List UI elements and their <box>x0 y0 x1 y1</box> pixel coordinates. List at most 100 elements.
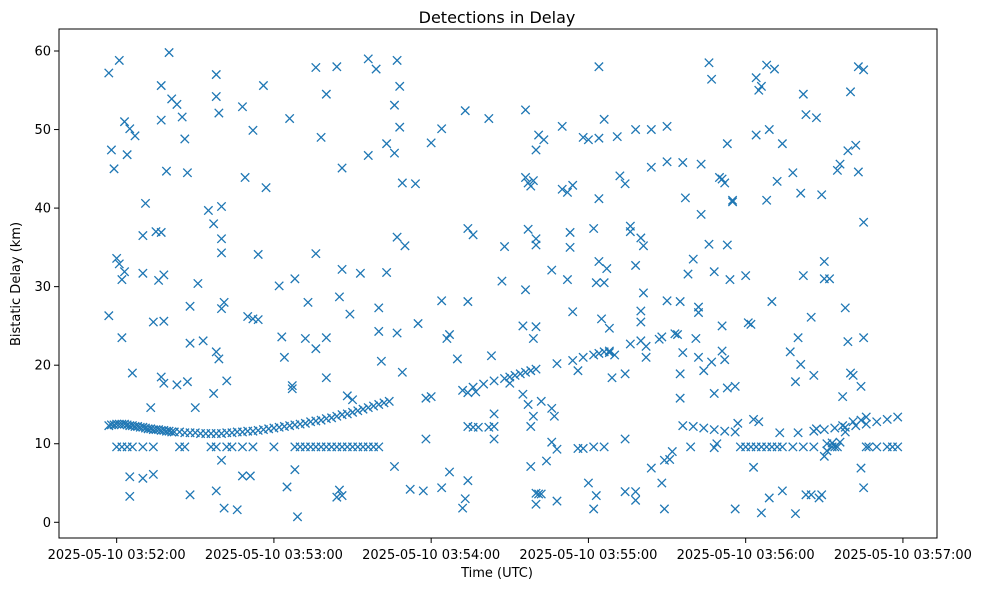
data-point <box>646 463 656 473</box>
data-point <box>536 489 546 499</box>
data-point <box>691 333 701 344</box>
data-point <box>589 350 599 360</box>
data-point <box>811 424 822 434</box>
data-point <box>835 159 845 169</box>
data-point <box>630 486 641 497</box>
data-point <box>604 346 615 356</box>
data-point <box>148 317 159 327</box>
data-point <box>531 322 541 332</box>
data-point <box>547 265 557 275</box>
data-point <box>552 358 562 369</box>
data-point <box>222 376 232 386</box>
data-point <box>395 122 405 132</box>
data-point <box>347 407 358 417</box>
data-point <box>856 463 866 473</box>
data-point <box>526 181 536 191</box>
data-point <box>678 157 688 168</box>
data-point <box>463 388 473 398</box>
data-point <box>772 176 782 187</box>
data-point <box>444 467 455 477</box>
data-point <box>460 494 470 504</box>
data-point <box>138 473 148 483</box>
data-point <box>316 415 326 425</box>
data-point <box>321 373 331 383</box>
data-point <box>591 490 601 501</box>
data-point <box>300 418 311 428</box>
data-point <box>363 54 373 64</box>
data-point <box>630 260 641 271</box>
data-point <box>599 442 609 452</box>
data-point <box>541 456 552 466</box>
data-point <box>208 388 219 399</box>
data-point <box>342 409 352 419</box>
data-point <box>798 442 808 452</box>
data-point <box>638 241 649 251</box>
data-point <box>659 504 670 514</box>
data-point <box>374 399 384 410</box>
data-point <box>292 512 303 522</box>
data-point <box>840 427 850 437</box>
data-point <box>848 417 858 427</box>
data-point <box>528 333 539 344</box>
data-point <box>858 65 869 75</box>
data-point <box>583 135 594 145</box>
data-point <box>130 131 140 141</box>
data-point <box>604 347 615 358</box>
data-point <box>625 339 636 349</box>
data-point <box>243 311 253 322</box>
data-point <box>219 503 229 513</box>
data-point <box>853 62 864 72</box>
data-point <box>722 383 732 393</box>
data-point <box>809 442 819 452</box>
data-point <box>861 419 871 429</box>
data-point <box>190 402 200 413</box>
data-point <box>843 336 853 347</box>
y-tick-label: 40 <box>34 202 51 217</box>
data-point <box>376 356 387 366</box>
data-point <box>583 478 594 488</box>
data-point <box>463 296 473 307</box>
data-point <box>156 372 166 382</box>
data-point <box>751 73 761 83</box>
data-point <box>395 81 405 92</box>
data-point <box>722 139 732 149</box>
data-point <box>678 347 688 358</box>
y-tick-label: 0 <box>43 516 51 531</box>
data-point <box>769 64 780 74</box>
data-point <box>573 366 583 376</box>
data-point <box>214 354 224 364</box>
x-tick-label: 2025-05-10 03:56:00 <box>677 548 815 563</box>
data-point <box>861 412 871 422</box>
data-point <box>819 256 829 267</box>
data-point <box>717 174 727 184</box>
data-point <box>125 124 135 134</box>
data-point <box>211 347 221 357</box>
data-point <box>798 270 808 281</box>
data-point <box>258 80 269 91</box>
data-point <box>114 259 124 269</box>
data-point <box>248 442 258 452</box>
data-point <box>531 145 541 155</box>
data-point <box>706 74 717 84</box>
data-point <box>599 278 609 288</box>
data-point <box>667 446 677 457</box>
data-point <box>237 442 248 452</box>
y-tick-label: 50 <box>34 123 51 138</box>
data-point <box>109 164 119 174</box>
data-point <box>452 354 463 364</box>
data-point <box>785 347 795 357</box>
data-point <box>526 366 536 376</box>
data-point <box>562 187 573 198</box>
data-point <box>426 391 436 402</box>
data-point <box>303 297 313 308</box>
x-tick-label: 2025-05-10 03:57:00 <box>834 548 972 563</box>
data-point <box>172 99 182 110</box>
data-point <box>568 180 578 190</box>
data-point <box>127 442 138 452</box>
data-point <box>397 178 407 188</box>
data-point <box>410 179 421 189</box>
data-point <box>817 490 827 500</box>
data-point <box>489 409 499 419</box>
data-point <box>478 379 489 389</box>
